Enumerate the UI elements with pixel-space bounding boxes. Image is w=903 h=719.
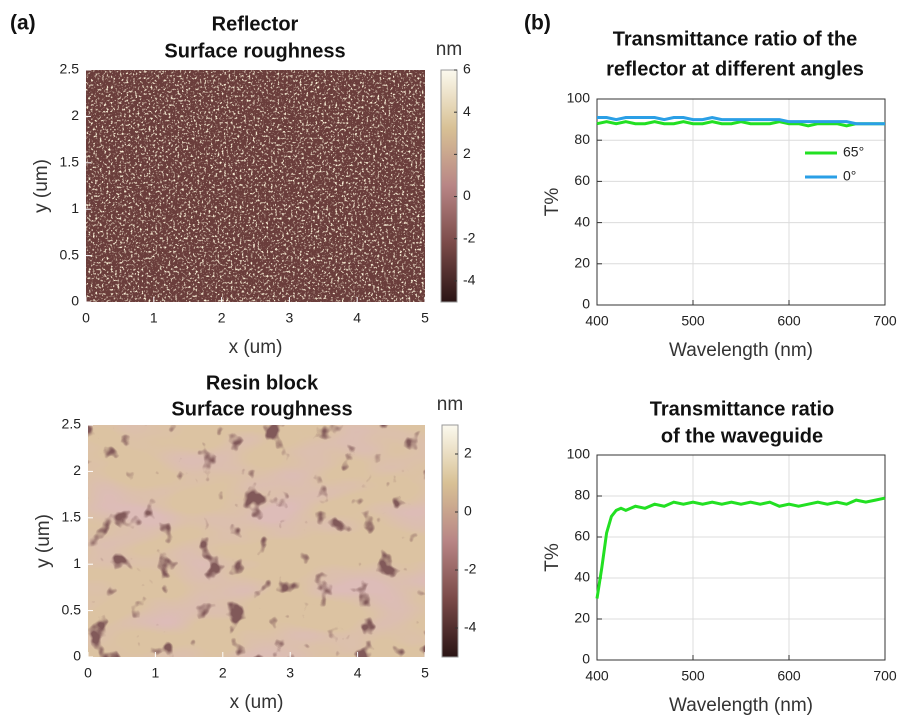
x-tick-label: 700 — [873, 668, 897, 684]
colorbar-label: nm — [437, 394, 463, 415]
colorbar-tick-label: 2 — [464, 445, 472, 461]
colorbar-tick-label: -4 — [463, 272, 476, 288]
y-tick-label: 20 — [574, 255, 590, 271]
y-axis-label: T% — [542, 188, 563, 217]
y-tick-label: 1.5 — [62, 509, 82, 525]
colorbar-tick-label: 4 — [463, 103, 471, 119]
chart-title: Surface roughness — [164, 40, 345, 62]
panel-label: (a) — [10, 12, 36, 35]
colorbar-tick-label: -4 — [464, 619, 477, 635]
x-tick-label: 5 — [421, 310, 429, 326]
legend-label: 0° — [843, 168, 856, 184]
x-tick-label: 5 — [421, 665, 429, 681]
chart-title: Transmittance ratio of the — [613, 28, 858, 50]
heatmap-texture — [86, 70, 425, 302]
heatmap-texture — [88, 425, 425, 657]
axes-box — [596, 454, 886, 661]
y-tick-label: 1.5 — [60, 154, 80, 170]
x-tick-label: 400 — [585, 313, 609, 329]
y-tick-label: 100 — [567, 90, 591, 106]
x-axis-label: x (um) — [229, 337, 283, 358]
chart-title: Surface roughness — [171, 398, 352, 420]
x-tick-label: 500 — [681, 668, 705, 684]
x-tick-label: 4 — [354, 665, 362, 681]
x-tick-label: 4 — [353, 310, 361, 326]
y-axis-label: y (um) — [31, 159, 52, 213]
x-tick-label: 2 — [219, 665, 227, 681]
chart-title: Transmittance ratio — [650, 398, 835, 420]
x-tick-label: 0 — [84, 665, 92, 681]
y-axis-label: y (um) — [33, 514, 54, 568]
x-tick-label: 3 — [286, 310, 294, 326]
y-tick-label: 60 — [574, 172, 590, 188]
y-tick-label: 40 — [574, 569, 590, 585]
y-tick-label: 0.5 — [60, 246, 80, 262]
axes-box — [596, 98, 886, 306]
y-tick-label: 80 — [574, 131, 590, 147]
x-tick-label: 3 — [286, 665, 294, 681]
y-tick-label: 0 — [71, 293, 79, 309]
chart-title: Resin block — [206, 372, 319, 394]
colorbar-tick-label: 2 — [463, 145, 471, 161]
colorbar-tick-label: 0 — [464, 503, 472, 519]
colorbar-label: nm — [436, 39, 462, 60]
x-tick-label: 1 — [152, 665, 160, 681]
chart-title: Reflector — [212, 13, 299, 35]
plot-area — [597, 99, 885, 305]
chart-title: reflector at different angles — [606, 58, 864, 80]
colorbar-tick-label: 6 — [463, 61, 471, 77]
y-tick-label: 20 — [574, 610, 590, 626]
y-tick-label: 80 — [574, 487, 590, 503]
y-tick-label: 100 — [567, 446, 591, 462]
y-tick-label: 60 — [574, 528, 590, 544]
y-tick-label: 2.5 — [60, 61, 80, 77]
colorbar — [441, 424, 459, 658]
y-tick-label: 0.5 — [62, 601, 82, 617]
plot-area — [597, 455, 885, 660]
y-tick-label: 0 — [73, 648, 81, 664]
x-tick-label: 0 — [82, 310, 90, 326]
colorbar-tick-label: 0 — [463, 187, 471, 203]
colorbar-tick-label: -2 — [463, 229, 476, 245]
y-tick-label: 40 — [574, 213, 590, 229]
x-tick-label: 2 — [218, 310, 226, 326]
y-axis-label: T% — [542, 543, 563, 572]
colorbar-tick-label: -2 — [464, 561, 477, 577]
panel-label: (b) — [524, 12, 551, 35]
colorbar — [440, 69, 458, 303]
x-axis-label: x (um) — [230, 692, 284, 713]
y-tick-label: 1 — [71, 200, 79, 216]
x-tick-label: 600 — [777, 668, 801, 684]
x-axis-label: Wavelength (nm) — [669, 695, 813, 716]
legend-label: 65° — [843, 144, 864, 160]
x-tick-label: 400 — [585, 668, 609, 684]
data-line — [595, 496, 886, 599]
x-tick-label: 500 — [681, 313, 705, 329]
y-tick-label: 0 — [582, 296, 590, 312]
x-tick-label: 600 — [777, 313, 801, 329]
data-line — [596, 120, 885, 128]
y-tick-label: 2.5 — [62, 416, 82, 432]
y-tick-label: 1 — [73, 555, 81, 571]
chart-title: of the waveguide — [661, 425, 823, 447]
y-tick-label: 0 — [582, 651, 590, 667]
y-tick-label: 2 — [71, 107, 79, 123]
x-tick-label: 700 — [873, 313, 897, 329]
y-tick-label: 2 — [73, 462, 81, 478]
x-tick-label: 1 — [150, 310, 158, 326]
x-axis-label: Wavelength (nm) — [669, 340, 813, 361]
data-line — [597, 116, 885, 126]
